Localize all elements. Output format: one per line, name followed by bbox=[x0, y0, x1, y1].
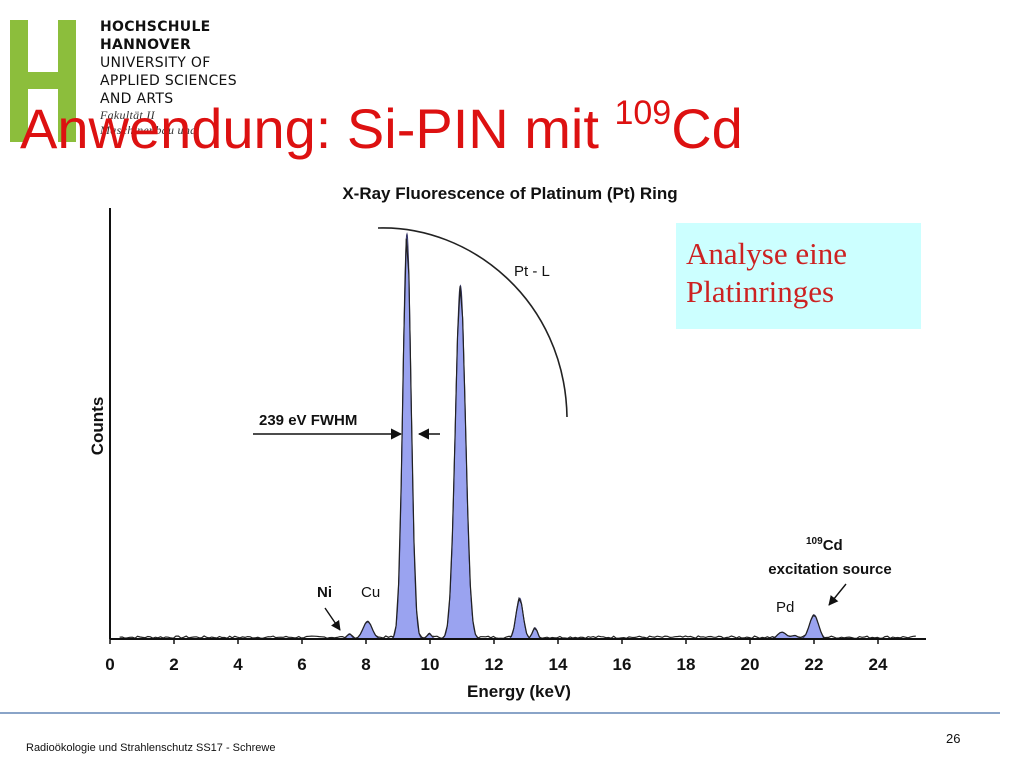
x-tick-label: 22 bbox=[805, 655, 824, 674]
faculty-name: Fakultät II Maschinenbau und bbox=[100, 108, 237, 138]
x-tick-label: 24 bbox=[869, 655, 888, 674]
x-tick-label: 16 bbox=[613, 655, 632, 674]
cu-label: Cu bbox=[361, 584, 380, 601]
chart-title: X-Ray Fluorescence of Platinum (Pt) Ring bbox=[342, 184, 677, 203]
footer-course-text: Radioökologie und Strahlenschutz SS17 - … bbox=[26, 742, 276, 754]
x-tick-label: 20 bbox=[741, 655, 760, 674]
y-axis-label: Counts bbox=[88, 397, 107, 456]
x-tick-label: 4 bbox=[233, 655, 243, 674]
university-line: UNIVERSITY OF bbox=[100, 55, 211, 71]
pd-label: Pd bbox=[776, 599, 794, 616]
university-line: AND ARTS bbox=[100, 91, 174, 107]
cd-mass-number: 109 bbox=[806, 536, 823, 547]
note-line: Platinringes bbox=[686, 274, 835, 309]
title-element: Cd bbox=[671, 97, 743, 160]
x-tick-label: 10 bbox=[421, 655, 440, 674]
x-tick-label: 6 bbox=[297, 655, 306, 674]
university-line: HANNOVER bbox=[100, 37, 192, 53]
slide-title: Anwendung: Si-PIN mit 109Cd bbox=[20, 78, 743, 164]
x-tick-label: 14 bbox=[549, 655, 568, 674]
pt-l-arc bbox=[377, 227, 568, 418]
excitation-source-label: excitation source bbox=[768, 561, 891, 578]
university-line: APPLIED SCIENCES bbox=[100, 73, 237, 89]
x-tick-label: 0 bbox=[105, 655, 114, 674]
university-line: HOCHSCHULE bbox=[100, 19, 211, 35]
faculty-line: Maschinenbau und bbox=[100, 123, 197, 137]
university-logo bbox=[10, 20, 76, 142]
footer-divider bbox=[0, 712, 1000, 714]
spectrum-baseline-noise bbox=[119, 238, 916, 640]
x-axis-ticks: 0 2 4 6 8 10 12 14 16 18 20 22 24 bbox=[105, 639, 888, 674]
page-number: 26 bbox=[946, 731, 961, 746]
university-name: HOCHSCHULE HANNOVER UNIVERSITY OF APPLIE… bbox=[100, 18, 237, 138]
ni-arrow bbox=[324, 607, 341, 631]
title-superscript: 109 bbox=[614, 94, 672, 132]
cd-arrow bbox=[828, 583, 847, 606]
cd-element: Cd bbox=[823, 537, 843, 554]
analysis-note-box: Analyse eine Platinringes bbox=[676, 223, 921, 329]
ni-label: Ni bbox=[317, 584, 332, 601]
x-tick-label: 18 bbox=[677, 655, 696, 674]
x-tick-label: 2 bbox=[169, 655, 178, 674]
xrf-spectrum-chart: X-Ray Fluorescence of Platinum (Pt) Ring… bbox=[88, 184, 926, 701]
x-tick-label: 8 bbox=[361, 655, 370, 674]
faculty-line: Fakultät II bbox=[100, 108, 155, 122]
title-main: Anwendung: Si-PIN mit bbox=[20, 97, 615, 160]
x-axis-label: Energy (keV) bbox=[467, 682, 571, 701]
pt-l-label: Pt - L bbox=[514, 263, 550, 280]
cd-source-label: 109Cd bbox=[806, 536, 843, 554]
fwhm-label: 239 eV FWHM bbox=[259, 412, 357, 429]
note-line: Analyse eine bbox=[686, 236, 847, 271]
x-tick-label: 12 bbox=[485, 655, 504, 674]
